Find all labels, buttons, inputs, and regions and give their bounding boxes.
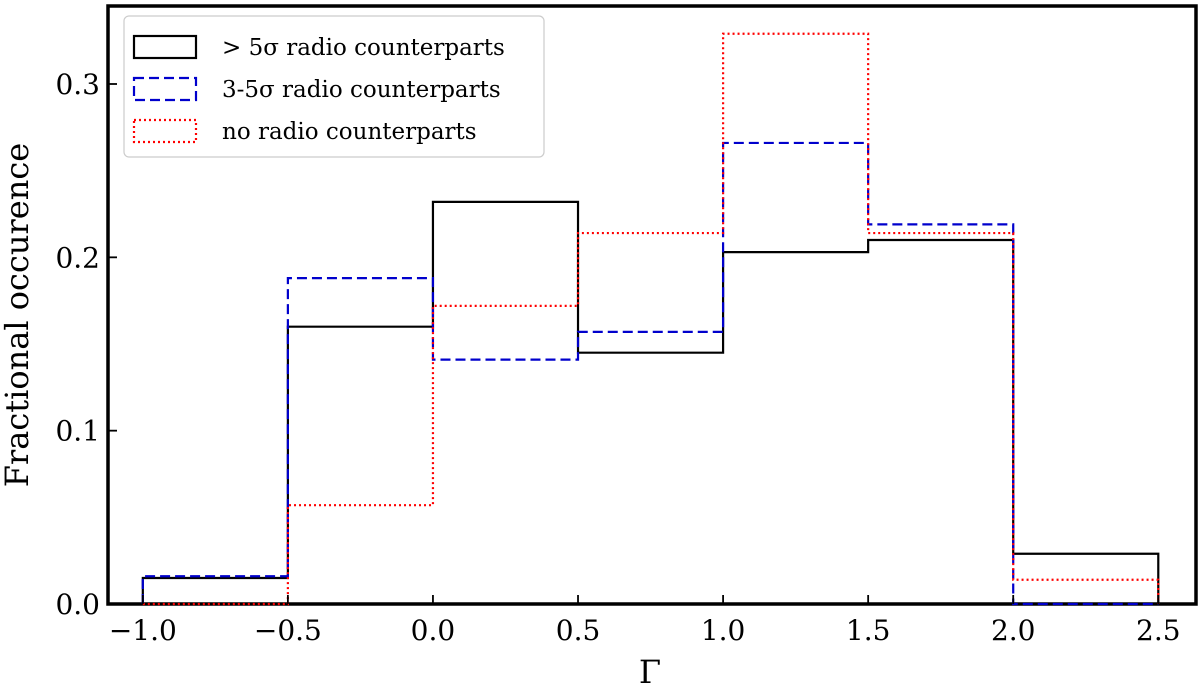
x-tick-label: −1.0 <box>109 614 177 647</box>
y-tick-label: 0.2 <box>55 241 100 274</box>
x-tick-label: 2.5 <box>1136 614 1181 647</box>
series-2-histogram-line <box>141 141 1159 606</box>
series-layer <box>141 32 1160 606</box>
legend-label-1: > 5σ radio counterparts <box>222 35 505 61</box>
legend-frame <box>123 15 545 158</box>
x-axis-ticks: −1.0 −0.5 0.0 0.5 1.0 1.5 2.0 2.5 <box>109 595 1181 647</box>
x-tick-label: 0.0 <box>411 614 456 647</box>
legend-swatch-3 <box>132 118 198 144</box>
x-axis-label: Γ <box>639 653 661 691</box>
series-3-histogram-line <box>142 32 1160 606</box>
x-tick-label: −0.5 <box>254 614 322 647</box>
x-tick-label: 2.0 <box>991 614 1036 647</box>
legend-label-2: 3-5σ radio counterparts <box>222 77 501 103</box>
legend-label-3: no radio counterparts <box>222 119 477 145</box>
y-tick-label: 0.3 <box>55 68 100 101</box>
y-tick-label: 0.0 <box>55 588 100 621</box>
x-tick-label: 1.5 <box>846 614 891 647</box>
plot-frame <box>106 4 1198 606</box>
y-axis-label: Fractional occurence <box>0 143 36 487</box>
legend: > 5σ radio counterparts 3-5σ radio counte… <box>123 15 545 158</box>
legend-swatch-1 <box>132 34 198 60</box>
y-axis-ticks: 0.0 0.1 0.2 0.3 <box>55 68 117 621</box>
x-tick-label: 0.5 <box>556 614 601 647</box>
legend-swatch-2 <box>132 76 198 102</box>
x-tick-label: 1.0 <box>701 614 746 647</box>
y-tick-label: 0.1 <box>55 415 100 448</box>
